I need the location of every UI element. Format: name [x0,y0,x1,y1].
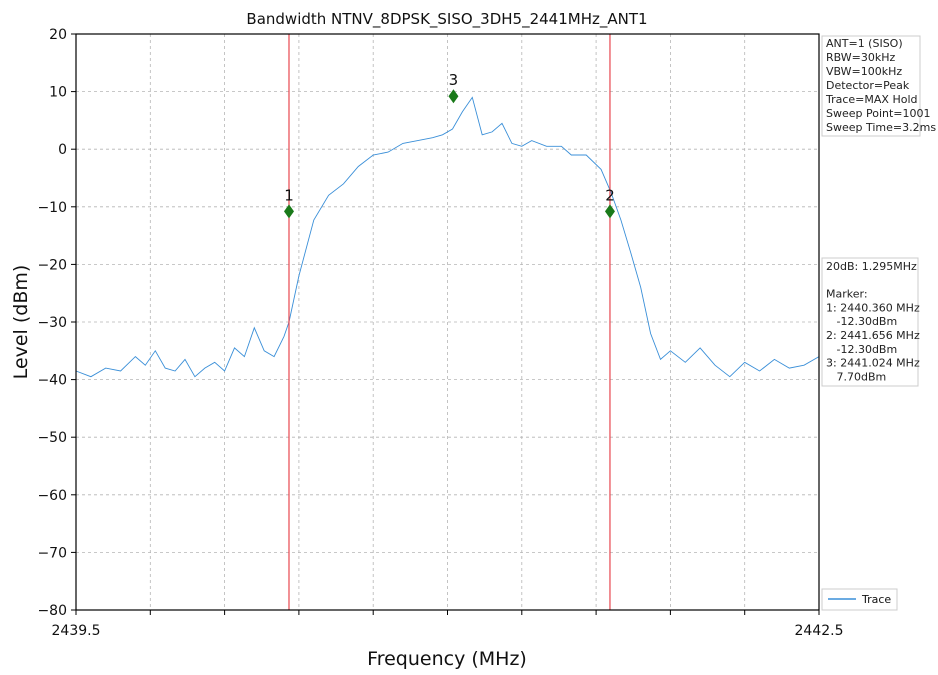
y-tick-label: −70 [37,545,67,561]
markers: 1 2 3 [284,71,615,218]
info-line: 7.70dBm [826,370,886,383]
y-tick-label: −40 [37,373,67,389]
results-box: 20dB: 1.295MHz Marker:1: 2440.360 MHz -12… [822,258,920,386]
chart-title: Bandwidth NTNV_8DPSK_SISO_3DH5_2441MHz_A… [246,10,647,29]
y-tick-label: 10 [49,85,67,101]
info-line: Detector=Peak [826,79,910,92]
settings-box: ANT=1 (SISO)RBW=30kHzVBW=100kHzDetector=… [822,36,936,136]
legend: Trace [822,589,897,610]
info-line: 3: 2441.024 MHz [826,357,920,370]
axis-ticks: 20 10 0 −10 −20 −30 −40 −50 −60 −70 −80 2439.5 2442.… [37,27,843,639]
info-line: Marker: [826,288,868,301]
info-line: VBW=100kHz [826,65,902,78]
marker-3-label: 3 [449,71,459,89]
info-line: 2: 2441.656 MHz [826,329,920,342]
grid-lines [76,34,819,610]
info-line: 20dB: 1.295MHz [826,260,917,273]
y-tick-label: −30 [37,315,67,331]
y-tick-label: −80 [37,603,67,619]
info-line: Trace=MAX Hold [825,93,918,106]
marker-2-label: 2 [605,186,615,204]
info-line: RBW=30kHz [826,51,896,64]
info-line: Sweep Time=3.2ms [826,121,936,134]
x-tick-label: 2439.5 [52,623,101,639]
info-line: 1: 2440.360 MHz [826,301,920,314]
y-tick-label: 0 [58,142,67,158]
info-line: Sweep Point=1001 [826,107,931,120]
info-line: ANT=1 (SISO) [826,37,903,50]
y-axis-label: Level (dBm) [10,265,32,380]
y-tick-label: −50 [37,430,67,446]
marker-1-label: 1 [284,186,294,204]
y-tick-label: 20 [49,27,67,43]
legend-label: Trace [861,593,891,606]
y-tick-label: −20 [37,257,67,273]
y-tick-label: −10 [37,200,67,216]
x-tick-label: 2442.5 [795,623,844,639]
y-tick-label: −60 [37,488,67,504]
info-line: -12.30dBm [826,315,897,328]
x-axis-label: Frequency (MHz) [367,648,527,670]
info-line: -12.30dBm [826,343,897,356]
